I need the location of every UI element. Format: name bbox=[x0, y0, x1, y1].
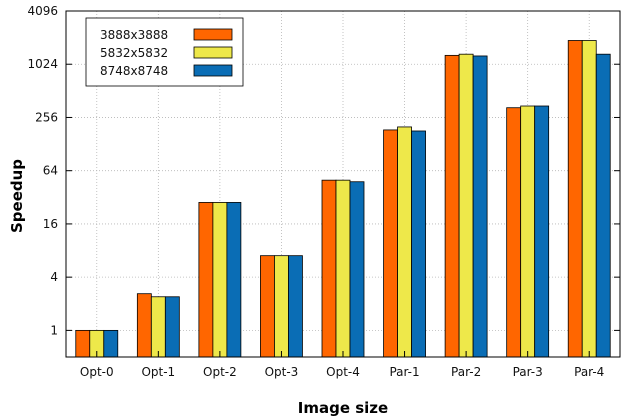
y-tick-label: 64 bbox=[43, 164, 58, 178]
x-tick-label: Opt-1 bbox=[141, 365, 175, 379]
y-tick-label: 256 bbox=[35, 110, 58, 124]
bar-opt-4-3888x3888 bbox=[321, 179, 337, 358]
x-tick-label: Par-1 bbox=[389, 365, 419, 379]
bar-opt-0-8748x8748 bbox=[103, 329, 119, 358]
y-axis-title: Speedup bbox=[8, 159, 26, 233]
bar-opt-2-5832x5832 bbox=[212, 202, 228, 358]
bar-opt-3-5832x5832 bbox=[274, 255, 289, 358]
axes bbox=[65, 10, 621, 358]
bar-opt-2-8748x8748 bbox=[226, 202, 242, 358]
bar-opt-3-8748x8748 bbox=[288, 255, 303, 358]
bar-par-4-8748x8748 bbox=[595, 53, 611, 358]
bar-opt-4-8748x8748 bbox=[349, 181, 365, 358]
bar-par-3-5832x5832 bbox=[520, 105, 536, 358]
legend-swatch bbox=[193, 28, 233, 41]
y-tick-label: 1024 bbox=[27, 57, 58, 71]
bar-par-2-5832x5832 bbox=[458, 53, 474, 358]
bar-par-3-3888x3888 bbox=[506, 107, 522, 358]
tick-labels: 1 4 16 64 256 1024 4096 Opt-0 Opt-1 Opt-2 Opt-3 Opt… bbox=[27, 4, 604, 379]
bar-par-1-8748x8748 bbox=[411, 130, 426, 358]
bar-opt-1-8748x8748 bbox=[164, 296, 180, 358]
bar-par-2-3888x3888 bbox=[444, 54, 460, 358]
legend-label: 5832x5832 bbox=[100, 46, 168, 60]
x-tick-label: Opt-4 bbox=[326, 365, 360, 379]
bars bbox=[75, 40, 611, 358]
legend-swatch bbox=[193, 46, 233, 59]
bar-opt-2-3888x3888 bbox=[198, 202, 214, 358]
legend-label: 3888x3888 bbox=[100, 28, 168, 42]
y-tick-label: 16 bbox=[43, 217, 58, 231]
bar-par-4-5832x5832 bbox=[581, 40, 597, 358]
bar-opt-1-5832x5832 bbox=[150, 296, 166, 358]
bar-opt-4-5832x5832 bbox=[335, 179, 351, 358]
x-axis-title: Image size bbox=[298, 399, 388, 417]
y-tick-label: 4096 bbox=[27, 4, 58, 18]
legend-label: 8748x8748 bbox=[100, 64, 168, 78]
x-tick-label: Opt-2 bbox=[203, 365, 237, 379]
bar-par-3-8748x8748 bbox=[534, 105, 550, 358]
x-tick-label: Par-2 bbox=[451, 365, 481, 379]
bar-par-2-8748x8748 bbox=[472, 55, 488, 358]
legend-swatch bbox=[193, 64, 233, 77]
bar-opt-1-3888x3888 bbox=[136, 293, 152, 358]
legend: 3888x3888 5832x5832 8748x8748 bbox=[85, 17, 244, 87]
bar-par-1-5832x5832 bbox=[397, 126, 412, 358]
plot-frame bbox=[65, 10, 621, 358]
x-tick-label: Par-4 bbox=[574, 365, 604, 379]
x-tick-label: Par-3 bbox=[513, 365, 543, 379]
x-tick-label: Opt-3 bbox=[265, 365, 299, 379]
bar-par-1-3888x3888 bbox=[383, 129, 398, 358]
bar-par-4-3888x3888 bbox=[567, 40, 583, 358]
x-tick-label: Opt-0 bbox=[80, 365, 114, 379]
bar-opt-3-3888x3888 bbox=[260, 255, 275, 358]
y-tick-label: 1 bbox=[50, 323, 58, 337]
y-tick-label: 4 bbox=[50, 270, 58, 284]
bar-opt-0-3888x3888 bbox=[75, 329, 91, 358]
